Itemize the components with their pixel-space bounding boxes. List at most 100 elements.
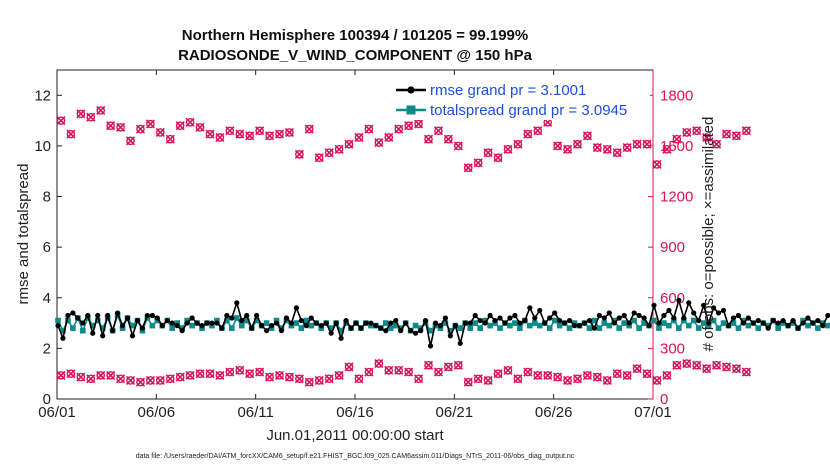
- rmse-point: [393, 317, 399, 324]
- obs-point-assimilated: [702, 364, 712, 374]
- totalspread-point: [651, 317, 657, 324]
- obs-point-assimilated-cross: [662, 370, 672, 380]
- obs-point-assimilated-circle: [444, 362, 453, 372]
- obs-point-possible-circle: [404, 121, 413, 130]
- obs-point-possible-circle: [66, 129, 76, 139]
- rmse-point: [492, 317, 498, 324]
- obs-point-possible: [702, 132, 712, 143]
- obs-point-assimilated: [721, 362, 732, 372]
- totalspread-point: [338, 327, 344, 334]
- rmse-point: [239, 317, 245, 324]
- obs-point-possible-circle: [632, 139, 642, 149]
- obs-point-assimilated: [523, 367, 533, 377]
- obs-point-assimilated-circle: [175, 372, 185, 382]
- rmse-point: [740, 320, 746, 326]
- rmse-point: [735, 312, 742, 319]
- rmse-point: [780, 317, 786, 324]
- rmse-point: [90, 330, 96, 336]
- obs-point-assimilated: [185, 370, 195, 380]
- totalspread-point: [467, 325, 474, 331]
- obs-point-assimilated: [255, 367, 265, 377]
- obs-point-assimilated-cross: [692, 360, 702, 370]
- obs-point-assimilated-circle: [56, 371, 66, 380]
- obs-point-assimilated-circle: [632, 364, 642, 373]
- obs-point-possible-circle: [523, 129, 533, 139]
- obs-point-possible-cross: [582, 131, 593, 141]
- obs-point-assimilated-cross: [185, 370, 195, 380]
- obs-point-possible-cross: [632, 139, 642, 149]
- obs-point-possible-cross: [423, 134, 434, 144]
- obs-point-possible: [215, 132, 225, 143]
- obs-point-possible: [404, 121, 414, 131]
- obs-point-possible-circle: [334, 144, 344, 154]
- y-left-tick-label: 2: [43, 340, 51, 357]
- rmse-point: [278, 328, 285, 334]
- legend-marker-totalspread: [406, 105, 416, 115]
- obs-assimilated-series: [56, 359, 751, 387]
- rmse-point: [368, 320, 374, 326]
- rmse-point: [646, 323, 652, 329]
- totalspread-point: [556, 322, 563, 329]
- obs-point-assimilated-circle: [533, 371, 543, 380]
- rmse-point: [204, 320, 210, 326]
- obs-point-assimilated-cross: [165, 374, 175, 384]
- rmse-point: [209, 320, 215, 326]
- obs-point-possible-cross: [463, 163, 473, 173]
- obs-point-assimilated-cross: [374, 359, 384, 369]
- obs-point-assimilated: [56, 370, 66, 380]
- obs-point-possible-circle: [394, 124, 404, 134]
- legend: rmse grand pr = 3.1001 totalspread grand…: [392, 80, 650, 120]
- obs-point-possible: [165, 134, 175, 144]
- totalspread-point: [293, 320, 300, 326]
- obs-point-assimilated: [682, 359, 692, 369]
- totalspread-point: [720, 320, 727, 326]
- rmse-point: [288, 320, 295, 326]
- obs-point-assimilated-circle: [622, 371, 632, 380]
- obs-point-assimilated-circle: [116, 374, 125, 384]
- obs-point-possible-cross: [483, 148, 493, 158]
- y-left-tick-label: 10: [34, 138, 51, 155]
- obs-point-assimilated: [712, 360, 722, 370]
- rmse-point: [398, 328, 404, 334]
- rmse-point: [527, 305, 533, 311]
- obs-point-possible-cross: [195, 122, 205, 132]
- rmse-point: [710, 305, 717, 311]
- obs-point-possible-circle: [672, 134, 682, 144]
- x-axis-label: Jun.01,2011 00:00:00 start: [266, 427, 444, 444]
- obs-point-possible-cross: [165, 134, 175, 144]
- obs-point-possible-cross: [205, 129, 215, 139]
- obs-point-assimilated-circle: [573, 374, 582, 384]
- rmse-point: [447, 333, 453, 339]
- obs-point-assimilated-circle: [255, 367, 264, 377]
- x-tick-label: 06/26: [535, 404, 573, 421]
- obs-point-possible-cross: [185, 117, 195, 127]
- totalspread-point: [551, 317, 558, 324]
- obs-point-assimilated-circle: [314, 376, 324, 385]
- obs-point-possible-circle: [622, 143, 632, 152]
- obs-point-possible: [304, 124, 314, 134]
- obs-point-assimilated: [274, 370, 285, 380]
- rmse-point: [80, 320, 86, 326]
- obs-point-possible: [374, 137, 384, 148]
- totalspread-point: [224, 317, 230, 324]
- obs-point-assimilated-circle: [722, 362, 731, 372]
- totalspread-point: [263, 320, 270, 326]
- obs-point-possible-circle: [692, 126, 702, 136]
- obs-point-assimilated-circle: [682, 359, 692, 368]
- obs-point-assimilated: [384, 365, 394, 375]
- obs-point-assimilated-circle: [66, 369, 76, 378]
- rmse-point: [725, 323, 732, 329]
- obs-point-possible-cross: [741, 126, 751, 136]
- y-right-tick-label: 300: [660, 340, 685, 357]
- totalspread-point: [303, 317, 310, 324]
- rmse-point: [755, 317, 761, 324]
- x-tick-label: 06/06: [138, 404, 176, 421]
- obs-point-assimilated-circle: [235, 366, 245, 375]
- obs-point-possible-cross: [354, 132, 364, 143]
- obs-point-possible-cross: [135, 124, 146, 134]
- obs-point-possible-cross: [324, 148, 334, 158]
- obs-point-assimilated-circle: [165, 374, 175, 384]
- rmse-point: [348, 325, 354, 331]
- rmse-point: [149, 312, 155, 319]
- obs-point-possible-circle: [116, 123, 125, 132]
